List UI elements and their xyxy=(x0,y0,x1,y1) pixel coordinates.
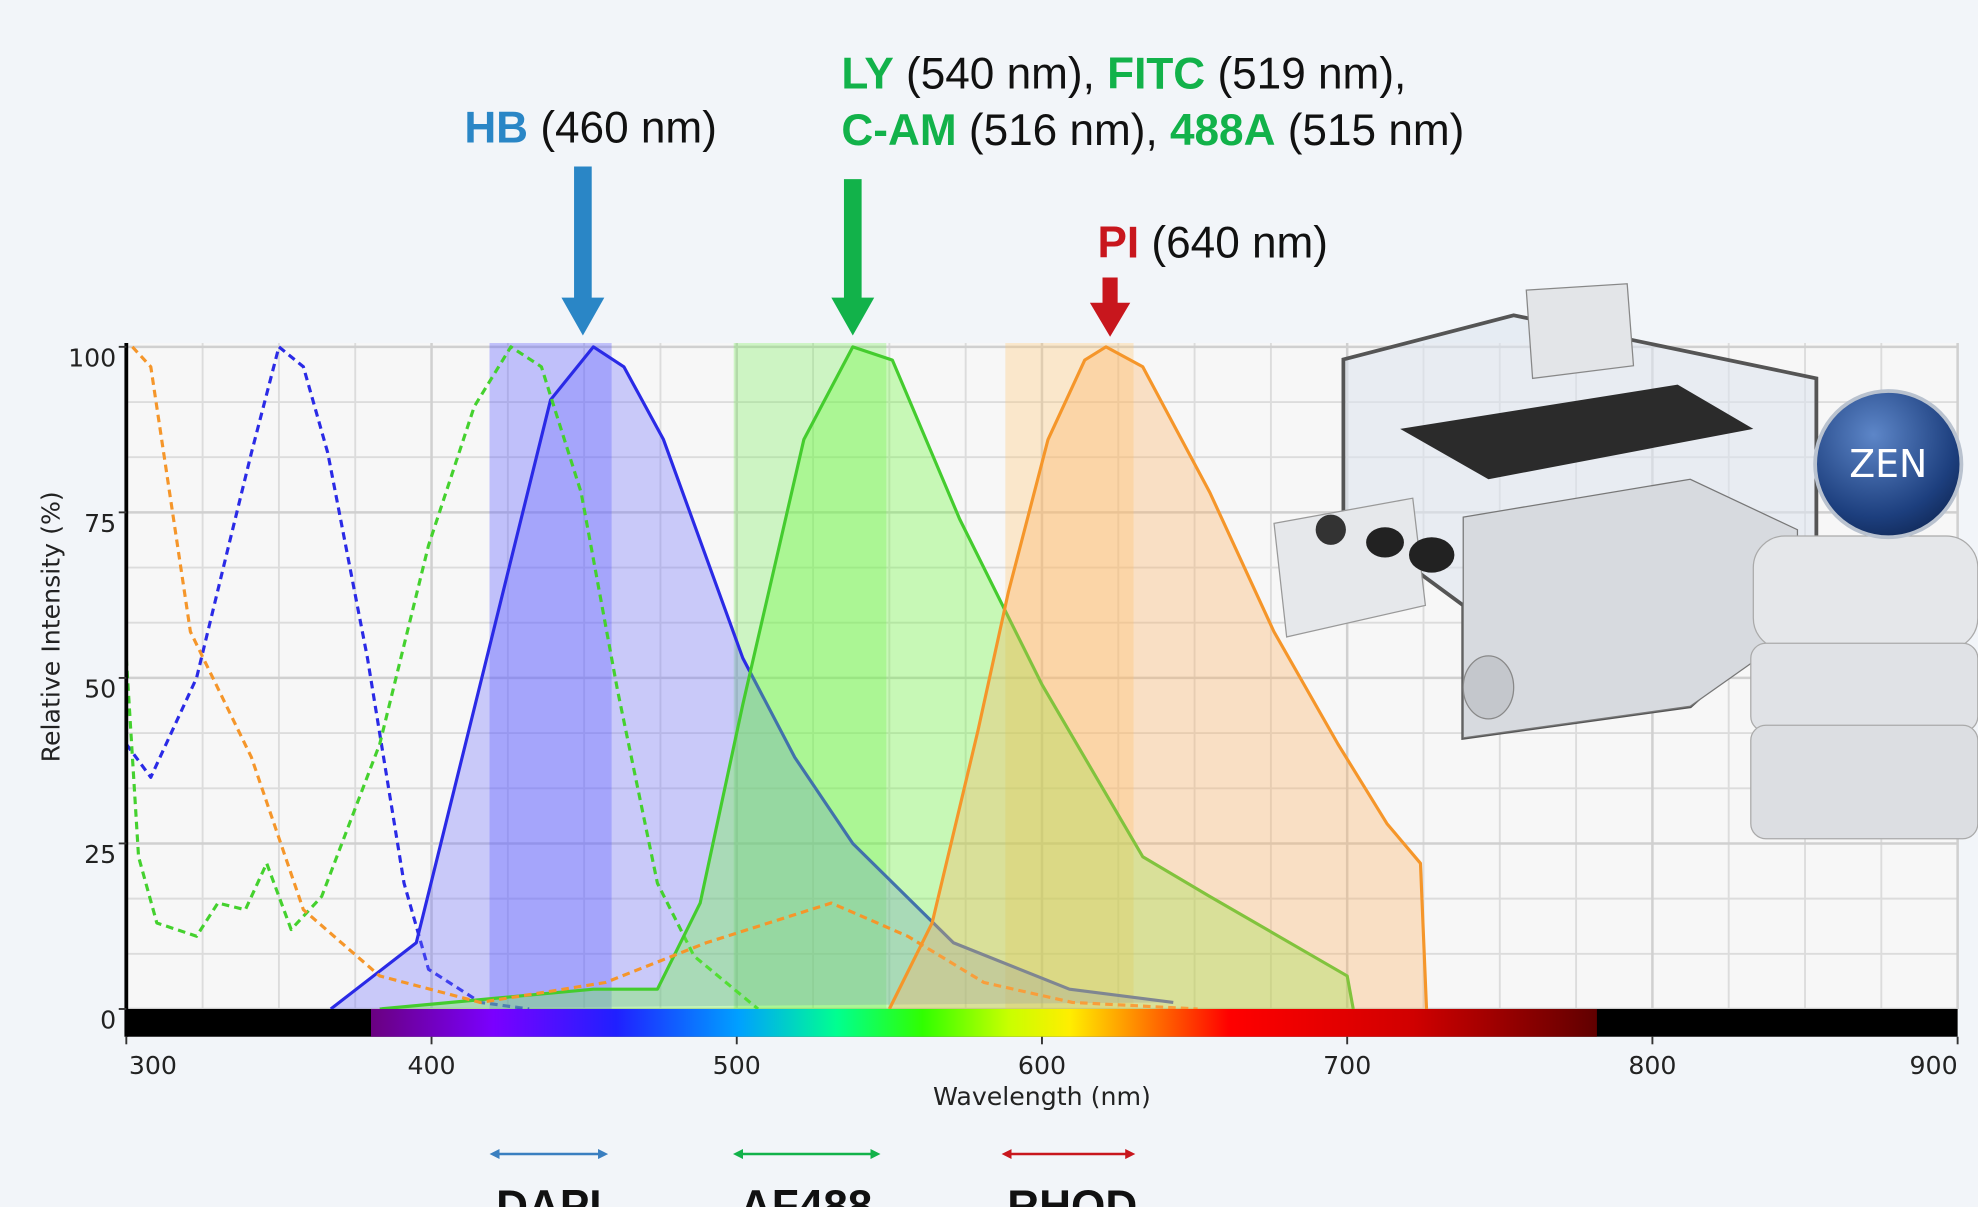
page: {"chart_data": { "type": "line", "xlabel… xyxy=(0,0,1978,1207)
y-tick-label: 0 xyxy=(100,1006,116,1035)
chart: 300 400 500 600 700 800 900 0 25 50 75 100 Waveleng… xyxy=(0,0,1978,1207)
annotation-detail: (519 nm), xyxy=(1217,49,1406,98)
annotation-name: PI xyxy=(1097,218,1139,267)
visible-spectrum xyxy=(371,1009,1597,1037)
arrow xyxy=(1090,277,1130,336)
eyepiece xyxy=(1409,537,1454,572)
annotation-detail: (460 nm) xyxy=(540,104,717,153)
annotation-name: FITC xyxy=(1107,49,1205,98)
module xyxy=(1751,643,1978,731)
x-tick-label: 900 xyxy=(1909,1051,1957,1080)
filter-label: RHOD xyxy=(1007,1182,1137,1207)
filter-label: DAPI xyxy=(496,1182,601,1207)
focus-knob xyxy=(1463,656,1513,719)
filter-legend: DAPI AF488 RHOD xyxy=(495,1154,1138,1207)
annotation-detail: (640 nm) xyxy=(1151,218,1328,267)
y-tick-label: 50 xyxy=(84,675,116,704)
annotation: HB (460 nm) xyxy=(464,104,717,153)
x-tick-label: 500 xyxy=(713,1051,761,1080)
y-tick-label: 25 xyxy=(84,840,116,869)
y-axis-label: Relative Intensity (%) xyxy=(36,491,65,762)
x-axis-label: Wavelength (nm) xyxy=(933,1082,1151,1111)
y-tick-label: 75 xyxy=(84,509,116,538)
annotations: HB (460 nm) LY (540 nm), FITC (519 nm), … xyxy=(464,49,1464,336)
x-tick-label: 800 xyxy=(1628,1051,1676,1080)
eyepiece-head xyxy=(1526,284,1633,379)
annotation-name: 488A xyxy=(1170,106,1276,155)
annotation-name: LY xyxy=(841,49,893,98)
x-tick-label: 400 xyxy=(407,1051,455,1080)
arrow xyxy=(561,166,604,335)
module xyxy=(1753,536,1977,650)
annotation-detail: (540 nm), xyxy=(906,49,1095,98)
annotation-detail: (515 nm) xyxy=(1288,106,1465,155)
annotation-detail: (516 nm), xyxy=(969,106,1158,155)
annotation-name: HB xyxy=(464,104,528,153)
x-tick-label: 600 xyxy=(1018,1051,1066,1080)
port xyxy=(1316,515,1346,545)
arrow xyxy=(831,179,874,335)
annotation: C-AM (516 nm), 488A (515 nm) xyxy=(841,106,1464,155)
eyepiece xyxy=(1366,527,1404,557)
annotation: PI (640 nm) xyxy=(1097,218,1328,267)
x-tick-label: 300 xyxy=(129,1051,177,1080)
filter-label: AF488 xyxy=(740,1182,872,1207)
x-tick-label: 700 xyxy=(1323,1051,1371,1080)
annotation: LY (540 nm), FITC (519 nm), xyxy=(841,49,1406,98)
annotation-name: C-AM xyxy=(841,106,956,155)
y-tick-label: 100 xyxy=(68,343,116,372)
module xyxy=(1751,725,1978,839)
zen-logo-text: ZEN xyxy=(1849,442,1927,486)
